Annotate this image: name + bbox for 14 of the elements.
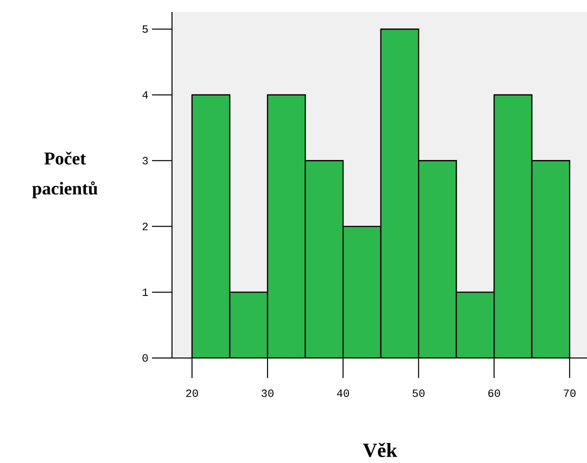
x-tick-label: 50 [412, 390, 425, 397]
x-tick-label: 20 [186, 390, 198, 397]
x-tick-label: 30 [262, 390, 274, 397]
y-tick-label: 1 [142, 288, 148, 296]
y-tick-label: 2 [142, 222, 148, 230]
x-tick-label: 60 [488, 390, 500, 397]
y-tick-label: 0 [142, 354, 148, 362]
y-axis-title: Počet pacientů [32, 152, 98, 198]
y-tick-label: 5 [142, 25, 148, 33]
y-tick-label: 3 [142, 156, 148, 164]
x-tick-label: 40 [337, 390, 349, 397]
y-tick-label: 4 [142, 91, 148, 98]
x-axis-title: Věk [363, 442, 398, 458]
x-tick-label: 70 [564, 390, 576, 397]
